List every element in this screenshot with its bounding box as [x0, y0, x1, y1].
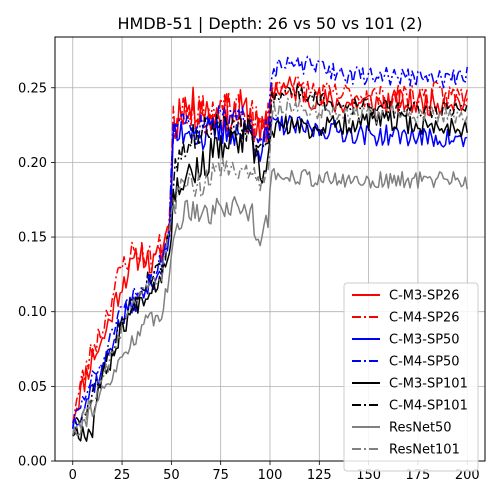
- y-tick-label: 0.25: [18, 81, 47, 96]
- legend: C-M3-SP26 C-M4-SP26 C-M3-SP50 C-M4-SP50 C-M3…: [343, 282, 479, 472]
- series-line-c-m4-sp26: [72, 74, 468, 424]
- x-tick-label: 75: [212, 468, 229, 483]
- series-lines: [72, 55, 468, 442]
- x-tick-label: 0: [69, 468, 77, 483]
- legend-label: C-M3-SP26: [389, 289, 460, 304]
- y-tick-label: 0.20: [18, 156, 47, 171]
- y-tick-label: 0.05: [18, 380, 47, 395]
- legend-label: ResNet101: [389, 443, 460, 458]
- y-tick-label: 0.00: [18, 455, 47, 470]
- legend-label: C-M4-SP50: [389, 355, 460, 370]
- x-tick-label: 100: [258, 468, 283, 483]
- series-line-c-m4-sp101: [72, 83, 468, 436]
- legend-box: [343, 282, 479, 472]
- x-tick-label: 175: [406, 468, 431, 483]
- series-line-resnet50: [72, 167, 468, 436]
- series-line-resnet101: [72, 97, 468, 436]
- x-tick-label: 125: [307, 468, 332, 483]
- x-tick-label: 25: [114, 468, 131, 483]
- legend-label: C-M4-SP26: [389, 311, 460, 326]
- legend-label: C-M3-SP50: [389, 333, 460, 348]
- legend-label: ResNet50: [389, 421, 452, 436]
- legend-label: C-M4-SP101: [389, 399, 468, 414]
- y-tick-label: 0.10: [18, 305, 47, 320]
- x-tick-label: 200: [455, 468, 480, 483]
- legend-label: C-M3-SP101: [389, 377, 468, 392]
- x-tick-label: 150: [356, 468, 381, 483]
- chart-title: HMDB-51 | Depth: 26 vs 50 vs 101 (2): [118, 14, 423, 33]
- axis-ticks: 0 25 50 75 100 125 150 175 200 0.00 0.05 0.10 0.15 0.…: [18, 81, 480, 483]
- x-tick-label: 50: [163, 468, 180, 483]
- y-tick-label: 0.15: [18, 231, 47, 246]
